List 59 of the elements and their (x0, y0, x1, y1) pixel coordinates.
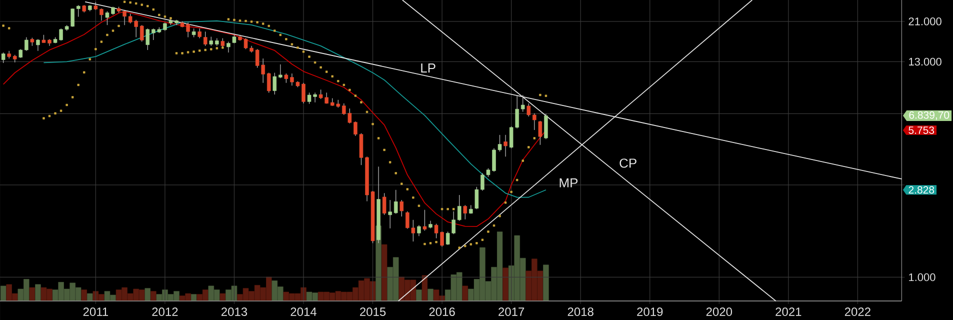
y-tick-label: 1.000 (909, 273, 936, 282)
x-tick-label: 2018 (568, 308, 594, 316)
x-tick-label: 2012 (152, 308, 178, 316)
candlestick (520, 94, 525, 112)
x-tick-label: 2022 (844, 308, 870, 316)
candlestick (457, 194, 462, 221)
candlestick (417, 224, 421, 236)
candlestick (226, 41, 230, 53)
candlestick (272, 72, 277, 95)
candlestick (422, 210, 427, 231)
bar (502, 268, 508, 301)
candlestick (36, 38, 40, 52)
x-tick-label: 2011 (83, 308, 108, 316)
bar (462, 286, 468, 301)
x-tick-label: 2016 (429, 308, 455, 316)
candlestick (463, 204, 468, 220)
series-label: LP (421, 64, 436, 72)
candlestick (394, 190, 398, 214)
text: 2.828 (908, 186, 934, 194)
bar (416, 290, 422, 301)
x-tick-label: 2020 (706, 308, 732, 316)
candlestick (278, 64, 282, 78)
line-series (43, 20, 546, 198)
candlestick (100, 8, 104, 21)
x-tick-label: 2014 (290, 308, 316, 316)
candlestick (526, 103, 531, 117)
candlestick (400, 200, 404, 217)
candlestick (382, 192, 386, 216)
candlestick (284, 73, 288, 84)
candlestick (388, 200, 392, 229)
candlestick (209, 36, 214, 46)
candlestick (544, 113, 548, 140)
y-tick-label: 13.000 (909, 58, 942, 66)
candlestick (1, 52, 6, 64)
text: 5.753 (908, 126, 934, 134)
candlestick (504, 134, 508, 157)
bar (543, 264, 549, 301)
x-tick-label: 2013 (221, 308, 248, 316)
candlestick (474, 186, 479, 210)
series-label: MP (560, 178, 578, 188)
x-tick-label: 2021 (776, 308, 802, 316)
text: 6.839,70 (909, 111, 950, 120)
candlestick (428, 220, 432, 229)
candlestick (203, 31, 208, 46)
candlestick (538, 120, 542, 146)
candlestick (532, 113, 536, 130)
bar (381, 244, 388, 301)
candlestick (266, 72, 271, 94)
y-tick-label: 21.000 (908, 18, 942, 26)
series-label: CP (620, 158, 636, 168)
candlestick (76, 4, 80, 18)
candlestick (198, 28, 202, 38)
x-tick-label: 2017 (498, 308, 524, 316)
x-tick-label: 2015 (360, 308, 386, 316)
x-tick-label: 2019 (637, 308, 663, 316)
candlestick (24, 36, 28, 52)
candlestick (146, 28, 150, 50)
candlestick (140, 24, 144, 42)
bar (29, 287, 36, 301)
